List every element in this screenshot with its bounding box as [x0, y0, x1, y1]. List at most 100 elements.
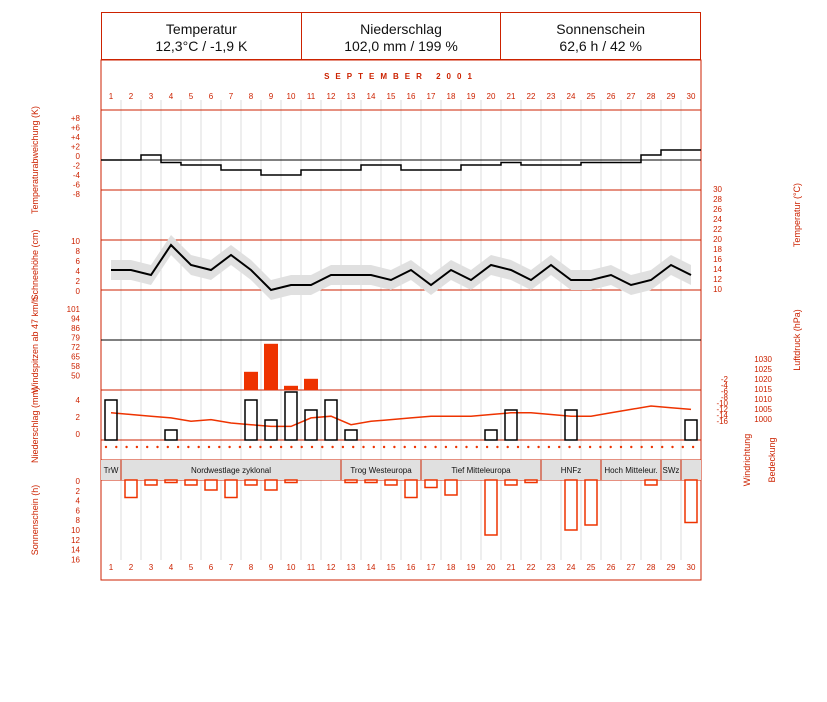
cover-dot [650, 445, 654, 449]
day-label-top: 22 [527, 92, 536, 101]
pressure-tick: 1010 [754, 395, 772, 404]
cover-dot [485, 445, 489, 449]
cover-dot [125, 445, 128, 449]
precipitation-bar [504, 409, 518, 441]
day-label-bottom: 10 [287, 563, 296, 572]
sunshine-summary: Sonnenschein 62,6 h / 42 % [501, 13, 700, 59]
temp-anomaly-tick: -2 [73, 162, 81, 171]
wind-gust-tick: 65 [71, 353, 80, 362]
day-label-top: 10 [287, 92, 296, 101]
cover-dot [465, 445, 468, 449]
day-label-bottom: 13 [347, 563, 356, 572]
day-label-top: 14 [367, 92, 376, 101]
precipitation-value: 102,0 mm / 199 % [344, 38, 458, 54]
cover-dot [310, 445, 314, 449]
day-label-top: 4 [169, 92, 174, 101]
temperature-tick: 26 [713, 205, 722, 214]
precipitation-ylabel: Niederschlag (mm) [30, 387, 40, 463]
cover-dot [527, 445, 530, 449]
cover-dot [630, 445, 633, 449]
cover-dot [661, 445, 664, 449]
cover-dot [146, 445, 149, 449]
day-label-bottom: 25 [587, 563, 596, 572]
cover-dot [341, 445, 345, 449]
cover-dot [207, 445, 211, 449]
precipitation-tick-right: -6 [721, 387, 729, 396]
temp-anomaly-tick: -4 [73, 171, 81, 180]
snow-depth-tick: 4 [76, 267, 81, 276]
day-label-top: 24 [567, 92, 576, 101]
cover-dot [434, 445, 437, 449]
cover-dot [228, 445, 231, 449]
wind-gust-tick: 94 [71, 315, 80, 324]
temp-anomaly-line [101, 149, 701, 176]
temp-anomaly-tick: -8 [73, 190, 81, 199]
temp-anomaly-tick: +4 [71, 133, 81, 142]
day-label-top: 6 [209, 92, 214, 101]
day-label-top: 20 [487, 92, 496, 101]
temperature-line [111, 243, 692, 292]
month-title: SEPTEMBER 2001 [324, 72, 478, 81]
cover-dot [671, 445, 674, 449]
day-label-top: 26 [607, 92, 616, 101]
sunshine-bar [124, 479, 138, 499]
precipitation-tick-right: -2 [721, 375, 729, 384]
day-label-bottom: 11 [307, 563, 316, 572]
cover-dot [424, 445, 427, 449]
cover-dot [259, 445, 262, 449]
sunshine-tick: 16 [71, 555, 80, 564]
snow-depth-ylabel: Schneehöhe (cm) [30, 229, 40, 300]
precipitation-bar [564, 409, 578, 441]
precipitation-tick-right: -8 [721, 393, 729, 402]
cover-dot [640, 445, 643, 449]
snow-depth-tick: 8 [76, 247, 81, 256]
pressure-tick: 1030 [754, 355, 772, 364]
temperature-tick: 10 [713, 285, 722, 294]
cover-dot [403, 445, 406, 449]
day-label-top: 11 [307, 92, 316, 101]
pressure-line [110, 405, 692, 428]
weather-pattern-strip [101, 460, 701, 480]
day-label-top: 3 [149, 92, 154, 101]
cover-dot [619, 445, 623, 449]
weather-pattern-label: Tief Mitteleuropa [451, 466, 511, 475]
day-label-top: 1 [109, 92, 114, 101]
day-label-top: 18 [447, 92, 456, 101]
sunshine-value: 62,6 h / 42 % [559, 38, 642, 54]
sunshine-tick: 12 [71, 536, 80, 545]
sunshine-bar [144, 479, 158, 486]
cover-dot [166, 445, 169, 449]
day-label-bottom: 9 [269, 563, 274, 572]
precipitation-bar [484, 429, 498, 441]
day-label-top: 12 [327, 92, 336, 101]
day-label-bottom: 7 [229, 563, 234, 572]
pressure-tick: 1000 [754, 415, 772, 424]
sunshine-bar [284, 479, 298, 484]
sunshine-bar [164, 479, 178, 484]
wind-gust-tick: 50 [71, 372, 80, 381]
wind-gust-bar [304, 378, 318, 390]
wind-direction-label: Windrichtung [742, 434, 752, 487]
cover-dot [413, 445, 417, 449]
temperature-value: 12,3°C / -1,9 K [155, 38, 248, 54]
day-label-bottom: 21 [507, 563, 516, 572]
cover-dot [135, 445, 139, 449]
temperature-tick: 14 [713, 265, 722, 274]
cover-dot [249, 445, 252, 449]
day-label-top: 30 [687, 92, 696, 101]
cover-dot [455, 445, 458, 449]
day-label-top: 28 [647, 92, 656, 101]
cover-dot [238, 445, 242, 449]
day-label-bottom: 12 [327, 563, 336, 572]
day-label-bottom: 30 [687, 563, 696, 572]
sunshine-tick: 4 [76, 497, 81, 506]
temperature-ylabel: Temperatur (°C) [792, 183, 802, 247]
precipitation-bar [244, 399, 258, 441]
pressure-ylabel: Luftdruck (hPa) [792, 309, 802, 371]
cover-dot [578, 445, 581, 449]
pressure-tick: 1005 [754, 405, 772, 414]
cover-dot [115, 445, 118, 449]
day-label-top: 8 [249, 92, 254, 101]
weather-pattern-label: SWz [663, 466, 680, 475]
